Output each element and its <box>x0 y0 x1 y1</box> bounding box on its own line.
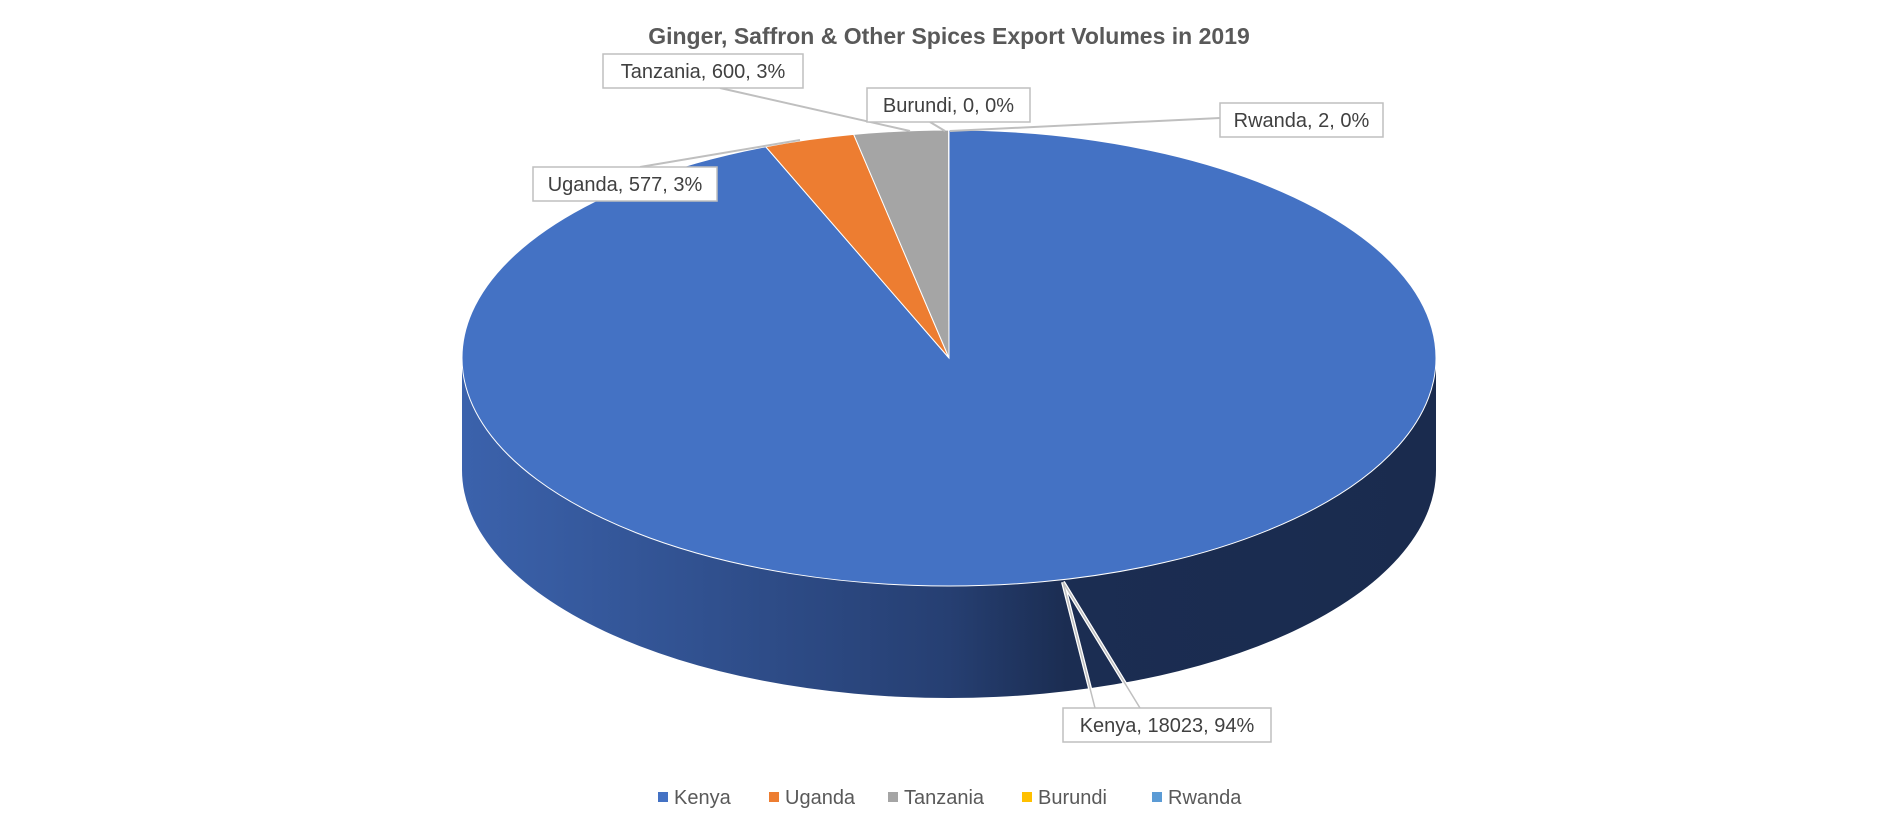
legend-swatch <box>658 792 668 802</box>
data-label-tanzania: Tanzania, 600, 3% <box>602 53 804 89</box>
legend-item-uganda[interactable]: Uganda <box>769 787 856 809</box>
svg-text:Rwanda: Rwanda <box>1168 787 1242 809</box>
data-label-burundi: Burundi, 0, 0% <box>866 87 1031 123</box>
legend-item-burundi[interactable]: Burundi <box>1022 787 1107 809</box>
svg-text:Kenya: Kenya <box>674 787 732 809</box>
svg-text:Tanzania, 600, 3%: Tanzania, 600, 3% <box>621 61 786 83</box>
legend-item-kenya[interactable]: Kenya <box>658 787 732 809</box>
svg-text:Uganda: Uganda <box>785 787 856 809</box>
leader-line-burundi <box>929 121 946 132</box>
legend-swatch <box>1152 792 1162 802</box>
leader-line-tanzania <box>719 87 911 132</box>
svg-text:Rwanda, 2, 0%: Rwanda, 2, 0% <box>1234 110 1370 132</box>
svg-text:Burundi: Burundi <box>1038 787 1107 809</box>
data-label-kenya: Kenya, 18023, 94% <box>1062 707 1272 743</box>
leader-line-uganda <box>639 139 801 168</box>
svg-text:Uganda, 577, 3%: Uganda, 577, 3% <box>548 174 703 196</box>
chart-title: Ginger, Saffron & Other Spices Export Vo… <box>648 23 1250 49</box>
legend-swatch <box>888 792 898 802</box>
svg-text:Kenya, 18023, 94%: Kenya, 18023, 94% <box>1080 715 1255 737</box>
data-label-uganda: Uganda, 577, 3% <box>532 166 718 202</box>
legend-swatch <box>1022 792 1032 802</box>
leader-line-rwanda <box>949 117 1221 132</box>
legend-item-rwanda[interactable]: Rwanda <box>1152 787 1242 809</box>
legend-swatch <box>769 792 779 802</box>
svg-text:Tanzania: Tanzania <box>904 787 985 809</box>
legend: Kenya Uganda Tanzania Burundi Rwanda <box>658 787 1242 809</box>
pie-side-kenya <box>462 358 1436 698</box>
svg-text:Burundi, 0, 0%: Burundi, 0, 0% <box>883 95 1014 117</box>
legend-item-tanzania[interactable]: Tanzania <box>888 787 985 809</box>
data-label-rwanda: Rwanda, 2, 0% <box>1219 102 1384 138</box>
pie-side-wall <box>462 358 1436 698</box>
